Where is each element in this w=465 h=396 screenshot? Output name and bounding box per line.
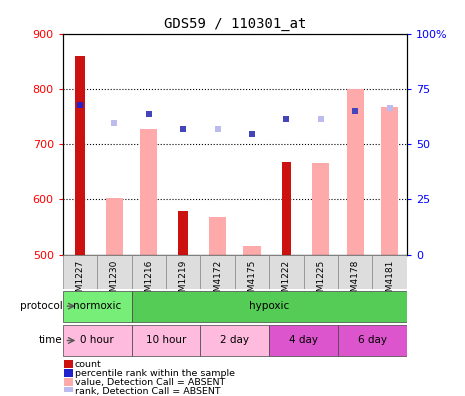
Bar	[235, 255, 269, 289]
Bar	[179, 211, 188, 255]
Text: GSM4172: GSM4172	[213, 260, 222, 303]
Bar	[282, 162, 291, 255]
Bar	[269, 255, 304, 289]
Bar	[269, 325, 338, 356]
Bar	[200, 255, 235, 289]
Text: GSM1225: GSM1225	[316, 260, 326, 303]
Bar	[244, 246, 260, 255]
Text: GSM1222: GSM1222	[282, 260, 291, 303]
Title: GDS59 / 110301_at: GDS59 / 110301_at	[164, 17, 306, 31]
Bar	[75, 56, 85, 255]
Bar	[65, 378, 73, 386]
Bar	[312, 164, 329, 255]
Bar	[132, 255, 166, 289]
Bar	[346, 89, 364, 255]
Text: 2 day: 2 day	[220, 335, 249, 345]
Text: GSM4175: GSM4175	[247, 260, 257, 303]
Text: 4 day: 4 day	[289, 335, 318, 345]
Bar	[65, 387, 73, 395]
Bar	[338, 325, 407, 356]
Bar	[304, 255, 338, 289]
Text: GSM1216: GSM1216	[144, 260, 153, 303]
Text: protocol: protocol	[20, 301, 63, 311]
Text: 0 hour: 0 hour	[80, 335, 114, 345]
Bar	[65, 369, 73, 377]
Text: normoxic: normoxic	[73, 301, 121, 311]
Bar	[140, 129, 157, 255]
Text: GSM1227: GSM1227	[75, 260, 85, 303]
Bar	[132, 325, 200, 356]
Bar	[97, 255, 132, 289]
Text: GSM1219: GSM1219	[179, 260, 188, 303]
Text: 10 hour: 10 hour	[146, 335, 186, 345]
Bar	[106, 198, 123, 255]
Text: time: time	[39, 335, 63, 345]
Bar	[372, 255, 407, 289]
Text: GSM1230: GSM1230	[110, 260, 119, 303]
Bar	[166, 255, 200, 289]
Bar	[338, 255, 372, 289]
Bar	[381, 107, 398, 255]
Bar	[63, 291, 132, 322]
Bar	[63, 325, 132, 356]
Text: percentile rank within the sample: percentile rank within the sample	[75, 369, 235, 378]
Text: GSM4181: GSM4181	[385, 260, 394, 303]
Bar	[63, 255, 97, 289]
Bar	[65, 360, 73, 368]
Bar	[132, 291, 407, 322]
Text: rank, Detection Call = ABSENT: rank, Detection Call = ABSENT	[75, 387, 220, 396]
Text: hypoxic: hypoxic	[249, 301, 289, 311]
Bar	[200, 325, 269, 356]
Bar	[209, 217, 226, 255]
Text: 6 day: 6 day	[358, 335, 387, 345]
Text: count: count	[75, 360, 101, 369]
Text: GSM4178: GSM4178	[351, 260, 360, 303]
Text: value, Detection Call = ABSENT: value, Detection Call = ABSENT	[75, 378, 225, 387]
